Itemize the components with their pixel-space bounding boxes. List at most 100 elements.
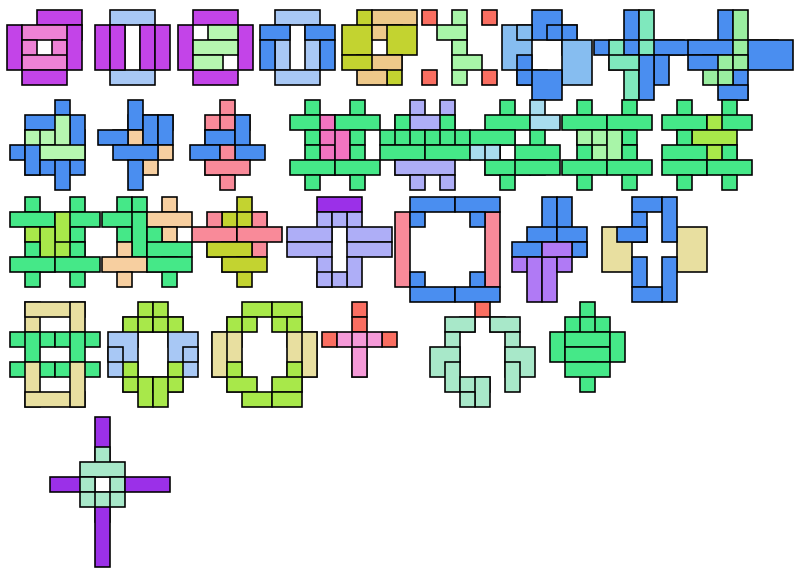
- polyomino-piece: [349, 129, 366, 146]
- figure-2-2: [96, 98, 190, 192]
- polyomino-piece: [152, 376, 169, 408]
- polyomino-piece: [621, 99, 638, 116]
- polyomino-piece: [356, 69, 388, 86]
- polyomino-piece: [691, 129, 738, 146]
- figure-2-8: [660, 98, 769, 192]
- polyomino-piece: [516, 24, 533, 41]
- polyomino-piece: [321, 331, 338, 348]
- polyomino-piece: [531, 69, 563, 101]
- polyomino-piece: [561, 114, 608, 131]
- polyomino-piece: [146, 241, 193, 258]
- tee-salmon-orchid2: [321, 301, 398, 378]
- polyomino-piece: [192, 39, 239, 56]
- figure-2-1: [8, 98, 102, 192]
- plus-hole-blue-aquamarine: [593, 9, 700, 101]
- polyomino-piece: [334, 114, 381, 131]
- polyomino-piece: [676, 226, 708, 273]
- polyomino-piece: [316, 271, 333, 288]
- polyomino-piece: [394, 129, 411, 146]
- polyomino-piece: [127, 159, 144, 191]
- polyomino-piece: [36, 9, 83, 26]
- polyomino-piece: [316, 196, 363, 213]
- square-ring-blue-pink: [394, 196, 501, 303]
- polyomino-piece: [556, 226, 588, 243]
- figure-4-5: [428, 300, 537, 409]
- polyomino-piece: [732, 54, 749, 71]
- polyomino-piece: [236, 226, 283, 243]
- polyomino-piece: [259, 24, 291, 41]
- polyomino-piece: [371, 9, 418, 26]
- polyomino-piece: [79, 461, 126, 478]
- polyomino-piece: [9, 256, 56, 273]
- polyomino-piece: [386, 24, 418, 56]
- polyomino-piece: [421, 69, 438, 86]
- polyomino-piece: [207, 24, 239, 41]
- polyomino-piece: [116, 196, 133, 213]
- polyomino-piece: [204, 159, 251, 176]
- polyomino-piece: [146, 211, 193, 228]
- octagon-ring-limegreen-khaki: [211, 301, 318, 408]
- polyomino-piece: [226, 376, 258, 393]
- polyomino-piece: [608, 54, 640, 71]
- figure-3-7: [600, 195, 724, 304]
- polyomino-piece: [541, 256, 558, 303]
- figure-4-2: [106, 300, 215, 409]
- polyomino-piece: [161, 196, 178, 213]
- figure-1-7: [500, 8, 594, 102]
- polyomino-piece: [514, 159, 561, 176]
- polyomino-piece: [109, 476, 126, 493]
- polyomino-piece: [54, 256, 101, 273]
- polyomino-piece: [206, 241, 253, 258]
- polyomino-piece: [289, 159, 336, 176]
- polyomino-piece: [319, 39, 336, 71]
- polyomino-piece: [271, 391, 303, 408]
- polyomino-piece: [304, 174, 321, 191]
- polyomino-piece: [436, 24, 468, 41]
- polyomino-piece: [304, 144, 321, 161]
- polyomino-piece: [334, 159, 381, 176]
- polyomino-piece: [606, 129, 623, 161]
- polyomino-piece: [676, 174, 693, 191]
- polyomino-piece: [304, 24, 336, 41]
- figure-3-5: [393, 195, 517, 304]
- polyomino-piece: [349, 144, 366, 161]
- polyomino-piece: [54, 159, 71, 191]
- polyomino-piece: [489, 316, 521, 333]
- polyomino-piece: [116, 241, 133, 258]
- polyomino-piece: [112, 144, 159, 161]
- polyomino-piece: [192, 54, 224, 71]
- polyomino-piece: [177, 24, 194, 71]
- polyomino-piece: [556, 256, 573, 273]
- polyomino-piece: [341, 24, 373, 56]
- polyomino-piece: [484, 114, 531, 131]
- polyomino-piece: [24, 196, 41, 213]
- figure-4-1: [8, 300, 117, 409]
- polyomino-piece: [631, 286, 663, 303]
- polyomino-piece: [154, 24, 171, 71]
- polyomino-piece: [24, 144, 41, 176]
- polyomino-piece: [69, 226, 86, 243]
- polyomino-piece: [606, 114, 653, 131]
- polyomino-piece: [638, 54, 655, 101]
- polyomino-piece: [444, 316, 476, 333]
- polyomino-piece: [469, 129, 516, 146]
- pinwheel-purple-lightgreen: [177, 9, 254, 86]
- polyomino-piece: [439, 174, 456, 191]
- polyomino-piece: [192, 69, 239, 86]
- polyomino-piece: [271, 376, 303, 393]
- polyomino-piece: [529, 114, 561, 131]
- polyomino-piece: [706, 159, 753, 176]
- s-pieces-blue-cornflower: [259, 9, 336, 86]
- polyomino-piece: [301, 331, 318, 378]
- polyomino-piece: [304, 129, 321, 146]
- figure-3-6: [510, 195, 619, 304]
- polyomino-piece: [219, 174, 236, 191]
- figure-2-3: [188, 98, 282, 192]
- polyomino-piece: [69, 361, 86, 408]
- polyomino-piece: [234, 144, 266, 161]
- figure-3-4: [285, 195, 409, 304]
- figure-2-4: [288, 98, 397, 192]
- figure-1-4: [258, 8, 337, 87]
- polyomino-piece: [564, 346, 611, 363]
- polyomino-piece: [504, 361, 521, 393]
